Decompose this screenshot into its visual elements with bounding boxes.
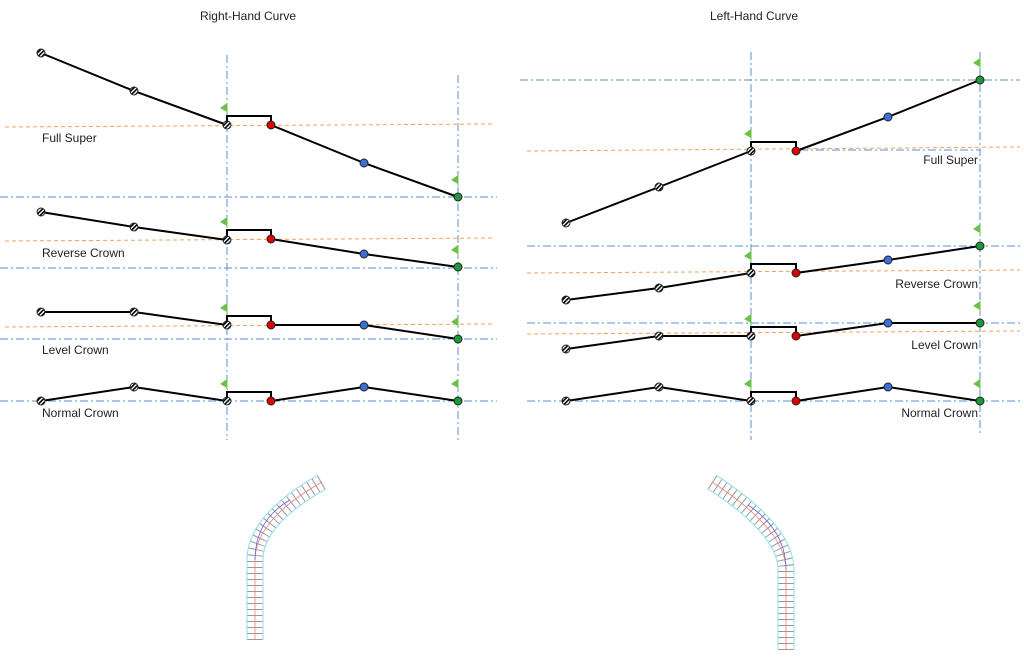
panel-title-left-hand: Left-Hand Curve: [710, 9, 798, 23]
green-marker-icon: [975, 241, 985, 251]
crown-reference-line: [4, 237, 496, 242]
green-marker-icon: [975, 318, 985, 328]
red-hatched-marker-icon: [561, 396, 571, 406]
label-reverse-crown: Reverse Crown: [42, 246, 125, 260]
road-plan-left-curve: [707, 474, 795, 650]
flag-icon: [451, 245, 458, 254]
flag-icon: [973, 224, 980, 233]
blue-hatched-marker-icon: [129, 222, 139, 232]
flag-icon: [744, 251, 751, 260]
red-marker-icon: [791, 268, 801, 278]
flag-icon: [744, 129, 751, 138]
blue-marker-icon: [359, 382, 369, 392]
blue-hatched-marker-icon: [654, 182, 664, 192]
cross-section-profile: [561, 379, 985, 406]
crown-reference-line: [526, 269, 1021, 274]
green-hatched-marker-icon: [222, 320, 232, 330]
blue-marker-icon: [883, 318, 893, 328]
flag-icon: [744, 379, 751, 388]
label-full-super: Full Super: [42, 131, 97, 145]
red-hatched-marker-icon: [561, 218, 571, 228]
flag-icon: [973, 58, 980, 67]
profile-offset-bracket: [750, 326, 797, 336]
profile-offset-bracket: [750, 141, 797, 151]
crown-reference-line: [4, 123, 496, 128]
blue-marker-icon: [359, 320, 369, 330]
red-hatched-marker-icon: [36, 48, 46, 58]
flag-icon: [744, 314, 751, 323]
green-hatched-marker-icon: [222, 396, 232, 406]
profile-offset-bracket: [750, 391, 797, 401]
green-marker-icon: [453, 334, 463, 344]
blue-hatched-marker-icon: [654, 331, 664, 341]
green-marker-icon: [453, 262, 463, 272]
blue-hatched-marker-icon: [654, 283, 664, 293]
blue-marker-icon: [883, 255, 893, 265]
label-normal-crown: Normal Crown: [901, 406, 978, 420]
green-hatched-marker-icon: [222, 120, 232, 130]
label-level-crown: Level Crown: [911, 338, 978, 352]
blue-hatched-marker-icon: [129, 307, 139, 317]
green-marker-icon: [453, 396, 463, 406]
blue-marker-icon: [883, 382, 893, 392]
crown-reference-line: [526, 330, 1021, 335]
red-hatched-marker-icon: [561, 295, 571, 305]
cross-section-profile: [561, 301, 985, 354]
flag-icon: [451, 379, 458, 388]
cross-section-profile: [36, 379, 463, 406]
blue-marker-icon: [359, 158, 369, 168]
cross-section-profile: [36, 207, 463, 272]
label-reverse-crown: Reverse Crown: [895, 277, 978, 291]
green-hatched-marker-icon: [746, 268, 756, 278]
red-marker-icon: [266, 120, 276, 130]
profile-offset-bracket: [226, 391, 272, 401]
road-plan-right-curve: [246, 474, 327, 640]
flag-icon: [220, 217, 227, 226]
flag-icon: [220, 303, 227, 312]
cross-section-profile: [561, 224, 985, 305]
blue-hatched-marker-icon: [129, 382, 139, 392]
green-marker-icon: [975, 396, 985, 406]
red-marker-icon: [266, 396, 276, 406]
blue-hatched-marker-icon: [654, 382, 664, 392]
flag-icon: [973, 301, 980, 310]
label-level-crown: Level Crown: [42, 343, 109, 357]
red-hatched-marker-icon: [36, 307, 46, 317]
red-marker-icon: [791, 396, 801, 406]
red-hatched-marker-icon: [36, 207, 46, 217]
profile-offset-bracket: [226, 315, 272, 325]
panel-title-right-hand: Right-Hand Curve: [200, 9, 296, 23]
label-full-super: Full Super: [923, 153, 978, 167]
green-hatched-marker-icon: [746, 146, 756, 156]
cross-section-profile: [561, 58, 985, 228]
green-marker-icon: [975, 75, 985, 85]
red-hatched-marker-icon: [561, 344, 571, 354]
blue-marker-icon: [883, 112, 893, 122]
flag-icon: [220, 379, 227, 388]
blue-hatched-marker-icon: [129, 86, 139, 96]
crown-reference-line: [526, 146, 1021, 152]
flag-icon: [220, 103, 227, 112]
flag-icon: [451, 175, 458, 184]
red-marker-icon: [791, 146, 801, 156]
green-hatched-marker-icon: [746, 396, 756, 406]
crown-reference-line: [4, 323, 496, 328]
red-hatched-marker-icon: [36, 396, 46, 406]
green-marker-icon: [453, 192, 463, 202]
cross-section-profile: [36, 48, 463, 202]
profile-offset-bracket: [226, 115, 272, 125]
green-hatched-marker-icon: [222, 235, 232, 245]
flag-icon: [451, 317, 458, 326]
cross-section-profile: [36, 303, 463, 344]
flag-icon: [973, 379, 980, 388]
profile-offset-bracket: [226, 229, 272, 240]
red-marker-icon: [266, 234, 276, 244]
red-marker-icon: [791, 331, 801, 341]
label-normal-crown: Normal Crown: [42, 406, 119, 420]
blue-marker-icon: [359, 249, 369, 259]
green-hatched-marker-icon: [746, 331, 756, 341]
red-marker-icon: [266, 320, 276, 330]
